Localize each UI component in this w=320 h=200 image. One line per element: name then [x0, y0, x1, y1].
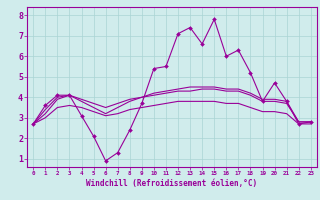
X-axis label: Windchill (Refroidissement éolien,°C): Windchill (Refroidissement éolien,°C): [86, 179, 258, 188]
